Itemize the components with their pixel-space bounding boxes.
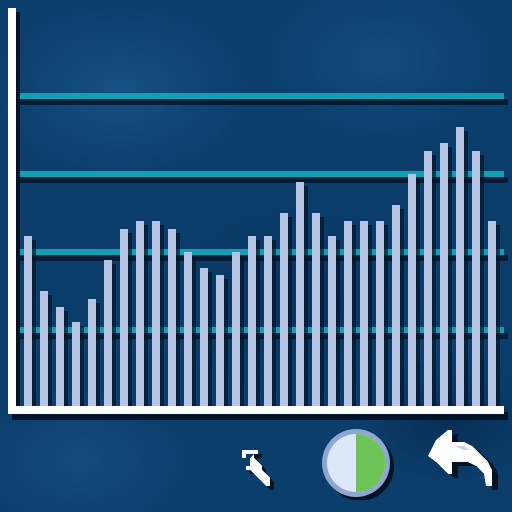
bar (360, 221, 368, 408)
back-button[interactable] (424, 428, 504, 500)
bar (344, 221, 352, 408)
bar (488, 221, 496, 408)
bar (56, 307, 64, 408)
bar (24, 236, 32, 408)
bar (40, 291, 48, 408)
bar (440, 143, 448, 408)
bar (312, 213, 320, 408)
bar (472, 151, 480, 408)
bar (136, 221, 144, 408)
bar (328, 236, 336, 408)
bar (296, 182, 304, 408)
bar (152, 221, 160, 408)
y-axis (8, 8, 16, 412)
bar (232, 252, 240, 408)
bar (184, 252, 192, 408)
bar (88, 299, 96, 408)
pie-chart-button[interactable] (318, 428, 398, 500)
bar (424, 151, 432, 408)
bar (376, 221, 384, 408)
bar (104, 260, 112, 408)
bar (392, 205, 400, 408)
gridline-shadow (20, 177, 508, 183)
chart-axes (8, 8, 508, 420)
bar (120, 229, 128, 408)
bar (216, 275, 224, 408)
x-axis-shadow (12, 412, 508, 420)
bar (248, 236, 256, 408)
x-axis (8, 406, 504, 414)
back-arrow-icon (428, 430, 498, 490)
chart-bars (24, 127, 500, 412)
bar (168, 229, 176, 408)
bar (280, 213, 288, 408)
bar (72, 322, 80, 408)
bar (200, 268, 208, 408)
gridline (16, 171, 504, 177)
gridline (16, 93, 504, 99)
bar (264, 236, 272, 408)
bar (456, 127, 464, 408)
gridline-shadow (20, 99, 508, 105)
arrow-pointer-icon (242, 450, 274, 490)
bar (408, 174, 416, 408)
pointer-button[interactable] (238, 444, 286, 492)
pie-chart-filled-slice (356, 434, 385, 492)
pie-chart-icon (322, 429, 394, 500)
